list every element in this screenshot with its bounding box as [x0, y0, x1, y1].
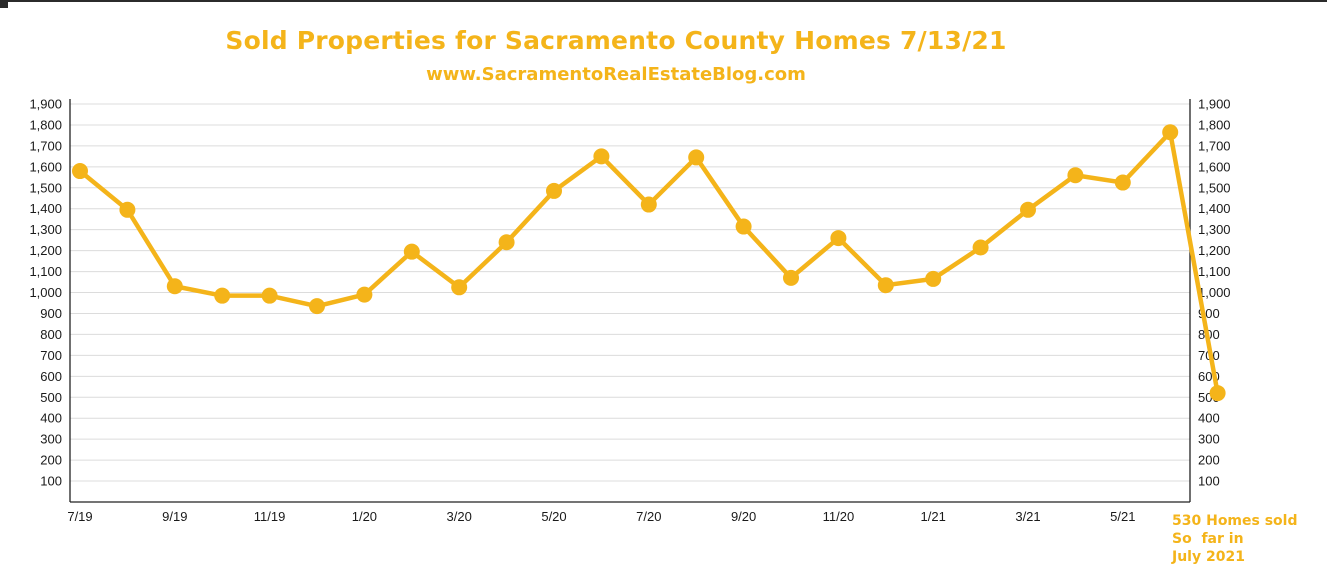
annotation-line-3: July 2021	[1172, 549, 1245, 565]
data-point	[640, 196, 657, 213]
annotation-line-1: 530 Homes sold	[1172, 513, 1298, 529]
data-point	[403, 243, 420, 260]
y-tick-label-left: 300	[40, 432, 62, 447]
data-point	[309, 298, 325, 315]
x-tick-label: 1/20	[352, 509, 377, 524]
x-tick-label: 11/19	[254, 509, 286, 524]
y-tick-label-right: 400	[1198, 411, 1220, 426]
data-point	[925, 270, 942, 287]
data-point	[1209, 385, 1226, 402]
data-point	[877, 277, 894, 294]
y-tick-label-left: 1,700	[29, 138, 62, 153]
july-2021-annotation: 530 Homes sold So far in July 2021	[1172, 512, 1298, 566]
data-point	[356, 286, 373, 303]
y-tick-label-right: 1,100	[1198, 264, 1231, 279]
x-tick-label: 9/20	[731, 509, 756, 524]
data-point	[972, 239, 989, 256]
y-tick-label-right: 1,800	[1198, 117, 1231, 132]
x-tick-label: 9/19	[162, 509, 187, 524]
data-point	[783, 269, 799, 286]
data-point	[688, 149, 705, 166]
data-point	[593, 148, 610, 165]
y-tick-label-right: 1,700	[1198, 138, 1231, 153]
y-tick-label-left: 1,500	[29, 180, 62, 195]
data-point	[546, 182, 562, 199]
y-tick-label-left: 1,200	[29, 243, 62, 258]
data-point	[261, 287, 278, 304]
y-tick-label-right: 300	[1198, 432, 1220, 447]
y-tick-label-right: 1,000	[1198, 285, 1231, 300]
x-tick-label: 7/20	[636, 509, 661, 524]
y-tick-label-left: 1,600	[29, 159, 62, 174]
corner-mark	[0, 0, 8, 8]
x-tick-label: 5/20	[541, 509, 566, 524]
data-point	[830, 230, 847, 247]
y-tick-label-right: 1,500	[1198, 180, 1231, 195]
data-point	[1020, 201, 1036, 218]
y-tick-label-left: 900	[40, 306, 62, 321]
y-tick-label-right: 100	[1198, 474, 1220, 489]
y-tick-label-left: 1,400	[29, 201, 62, 216]
data-point	[1067, 167, 1084, 184]
x-tick-label: 3/20	[447, 509, 472, 524]
y-tick-label-left: 600	[40, 369, 62, 384]
top-border-line	[0, 0, 1327, 2]
data-point	[1114, 174, 1131, 191]
y-tick-label-left: 100	[40, 474, 62, 489]
data-point	[735, 218, 752, 235]
y-tick-label-left: 1,900	[29, 97, 62, 112]
y-tick-label-right: 1,600	[1198, 159, 1231, 174]
y-tick-label-left: 800	[40, 327, 62, 342]
chart-title: Sold Properties for Sacramento County Ho…	[225, 26, 1007, 55]
data-point	[498, 234, 515, 251]
data-point	[1162, 124, 1179, 141]
y-tick-label-left: 1,000	[29, 285, 62, 300]
data-point	[166, 278, 183, 295]
y-tick-label-right: 1,900	[1198, 97, 1231, 112]
y-tick-label-right: 1,200	[1198, 243, 1231, 258]
x-tick-label: 7/19	[67, 509, 92, 524]
y-tick-label-left: 200	[40, 453, 62, 468]
y-tick-label-left: 1,300	[29, 222, 62, 237]
y-tick-label-right: 1,400	[1198, 201, 1231, 216]
y-tick-label-left: 700	[40, 348, 62, 363]
annotation-line-2: So far in	[1172, 531, 1244, 547]
y-tick-label-left: 1,800	[29, 117, 62, 132]
x-tick-label: 11/20	[823, 509, 855, 524]
data-point	[72, 163, 88, 180]
y-tick-label-left: 500	[40, 390, 62, 405]
chart-subtitle: www.SacramentoRealEstateBlog.com	[426, 64, 806, 85]
x-tick-label: 5/21	[1110, 509, 1135, 524]
x-tick-label: 1/21	[921, 509, 946, 524]
data-point	[451, 279, 468, 296]
y-tick-label-right: 1,300	[1198, 222, 1231, 237]
x-tick-label: 3/21	[1015, 509, 1040, 524]
series-line	[77, 130, 1220, 396]
y-tick-label-left: 1,100	[29, 264, 62, 279]
data-point	[214, 287, 231, 304]
y-tick-label-left: 400	[40, 411, 62, 426]
data-point	[119, 201, 136, 218]
y-tick-label-right: 200	[1198, 453, 1220, 468]
